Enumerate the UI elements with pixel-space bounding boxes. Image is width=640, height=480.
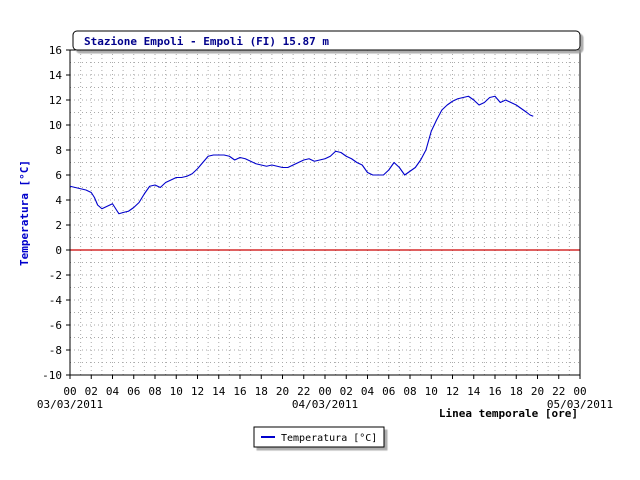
x-tick-label: 14 (467, 385, 481, 398)
x-tick-label: 08 (148, 385, 161, 398)
y-tick-label: 0 (55, 244, 62, 257)
chart-title: Stazione Empoli - Empoli (FI) 15.87 m (84, 35, 329, 48)
y-tick-label: -8 (49, 344, 62, 357)
y-tick-label: 16 (49, 44, 62, 57)
y-tick-label: 6 (55, 169, 62, 182)
x-tick-label: 00 (573, 385, 586, 398)
x-tick-label: 12 (191, 385, 204, 398)
y-tick-label: 4 (55, 194, 62, 207)
y-tick-label: -10 (42, 369, 62, 382)
y-tick-label: -6 (49, 319, 62, 332)
date-label: 04/03/2011 (292, 398, 358, 411)
date-label: 05/03/2011 (547, 398, 613, 411)
y-tick-label: 10 (49, 119, 62, 132)
x-tick-label: 02 (85, 385, 98, 398)
y-tick-label: -4 (49, 294, 63, 307)
x-tick-label: 12 (446, 385, 459, 398)
x-tick-label: 16 (233, 385, 246, 398)
y-tick-label: 14 (49, 69, 63, 82)
x-tick-label: 06 (382, 385, 395, 398)
x-tick-label: 22 (297, 385, 310, 398)
x-tick-label: 00 (63, 385, 76, 398)
x-axis-date-labels: 03/03/2011 04/03/2011 05/03/2011 (37, 398, 613, 411)
grid-lines (70, 50, 580, 375)
y-tick-label: 12 (49, 94, 62, 107)
y-axis-label: Temperatura [°C] (18, 160, 31, 266)
x-tick-label: 20 (531, 385, 544, 398)
y-tick-label: 2 (55, 219, 62, 232)
x-tick-label: 18 (255, 385, 268, 398)
x-axis-tick-labels: 00 02 04 06 08 10 12 14 16 18 20 22 00 02 04 06 08 10 12 14… (63, 385, 586, 398)
x-tick-label: 14 (212, 385, 226, 398)
x-tick-label: 20 (276, 385, 289, 398)
y-axis-tick-labels: -10 -8 -6 -4 -2 0 2 4 6 8 10 12 14 16 (42, 44, 62, 382)
x-tick-label: 00 (318, 385, 331, 398)
x-tick-label: 04 (106, 385, 120, 398)
x-tick-label: 22 (552, 385, 565, 398)
legend: Temperatura [°C] (253, 426, 385, 448)
date-label: 03/03/2011 (37, 398, 103, 411)
x-tick-label: 18 (510, 385, 523, 398)
title-box: Stazione Empoli - Empoli (FI) 15.87 m (72, 30, 581, 51)
legend-label: Temperatura [°C] (281, 433, 377, 444)
y-tick-label: 8 (55, 144, 62, 157)
series-line-temperature (69, 95, 534, 215)
axis-ticks (66, 49, 581, 379)
x-tick-label: 10 (425, 385, 438, 398)
x-tick-label: 08 (403, 385, 416, 398)
x-tick-label: 10 (170, 385, 183, 398)
x-tick-label: 02 (340, 385, 353, 398)
x-tick-label: 04 (361, 385, 375, 398)
x-tick-label: 06 (127, 385, 140, 398)
x-axis-label: Linea temporale [ore] (439, 407, 578, 420)
series-layer (69, 95, 534, 215)
y-tick-label: -2 (49, 269, 62, 282)
x-tick-label: 16 (488, 385, 501, 398)
